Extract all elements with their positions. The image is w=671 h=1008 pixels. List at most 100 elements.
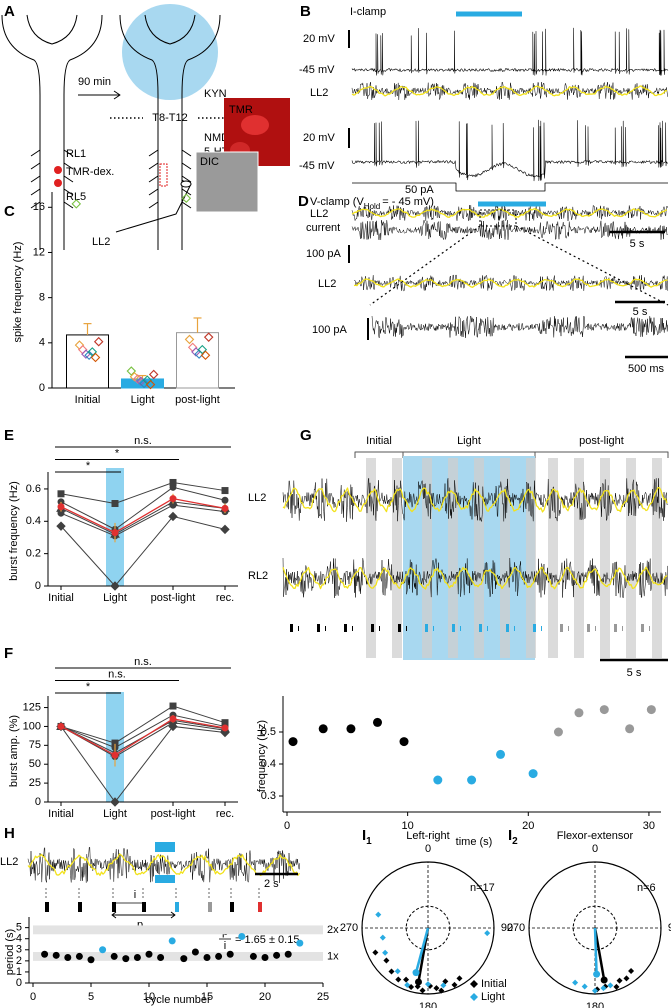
x-tick-label: 20: [522, 820, 534, 832]
phase-bracket: [534, 451, 669, 458]
data-point: [599, 705, 609, 715]
burst-tick: [317, 624, 320, 632]
polar-title: Left-right: [406, 830, 449, 842]
data-point: [600, 985, 607, 992]
burst-tick: [425, 624, 428, 632]
trace: [351, 81, 668, 101]
phase-box: [392, 458, 402, 658]
data-point: [203, 954, 211, 962]
y-axis-label: period (s): [4, 929, 16, 975]
burst-tick: [175, 902, 179, 912]
series-line: [60, 486, 226, 530]
label: RL5: [66, 191, 86, 203]
envelope: [282, 566, 668, 590]
data-point: [399, 737, 409, 747]
x-tick-label: Initial: [48, 592, 74, 604]
nerve-root: [148, 201, 192, 209]
burst-tick: [452, 624, 455, 632]
label: current: [306, 222, 340, 234]
y-axis-label: burst frequency (Hz): [8, 481, 20, 581]
trace: [353, 274, 669, 292]
label: LL2: [310, 208, 328, 220]
data-point: [191, 948, 199, 956]
y-tick-label: 0.3: [261, 790, 276, 802]
burst-tick: [142, 902, 146, 912]
vector-tip: [412, 969, 420, 977]
data-point: [133, 954, 141, 962]
data-point: [122, 955, 130, 963]
trace: [351, 219, 668, 241]
data-point: [572, 979, 579, 986]
y-tick-label: 4: [16, 933, 22, 945]
data-point: [284, 950, 292, 958]
data-point: [157, 954, 165, 962]
data-point: [111, 529, 119, 537]
arrow-head: [113, 90, 121, 100]
series-line: [60, 705, 226, 744]
data-point: [249, 952, 257, 960]
vector-tip: [593, 970, 601, 978]
current-step: [352, 182, 668, 192]
trace: [27, 847, 301, 884]
data-point: [169, 495, 177, 503]
label: T8-T12: [152, 112, 187, 124]
data-point: [221, 496, 229, 504]
n-label: n=17: [470, 882, 495, 894]
data-point: [184, 334, 195, 345]
data-point: [528, 769, 538, 779]
data-point: [440, 982, 447, 989]
data-point: [613, 983, 620, 990]
data-point: [52, 951, 60, 959]
data-point: [646, 705, 656, 715]
band-label: 1x: [327, 950, 339, 962]
phase-box: [500, 458, 510, 658]
comparison-label: n.s.: [134, 435, 152, 447]
tmr-cell: [241, 115, 269, 135]
phase-box: [652, 458, 662, 658]
data-point: [394, 968, 401, 975]
y-tick-label: 50: [29, 758, 41, 770]
label: DIC: [200, 156, 219, 168]
x-tick-label: post-light: [151, 808, 196, 820]
vector-tip: [600, 976, 608, 984]
data-point: [433, 775, 443, 785]
data-point: [168, 721, 178, 732]
data-point: [126, 366, 137, 376]
data-point: [148, 369, 159, 380]
phase-box: [366, 458, 376, 658]
angle-label: 0: [425, 843, 431, 855]
label: -45 mV: [299, 64, 335, 76]
panel-sub: 1: [366, 836, 372, 847]
y-tick-label: 3: [16, 944, 22, 956]
clamp-text: = - 45 mV): [382, 196, 434, 208]
data-point: [84, 350, 94, 361]
panel-label: C: [4, 203, 15, 220]
light-mark: [155, 842, 175, 852]
data-point: [168, 511, 178, 522]
data-point: [57, 722, 65, 730]
x-tick-label: Initial: [48, 808, 74, 820]
mean-vector: [414, 927, 430, 973]
data-point: [425, 981, 431, 988]
label: TMR: [229, 104, 253, 116]
envelope: [353, 278, 668, 288]
label: 500 ms: [628, 363, 665, 375]
burst-tick: [371, 624, 374, 632]
envelope: [351, 85, 668, 97]
angle-label: 90: [501, 922, 513, 934]
x-tick-label: 10: [143, 991, 155, 1003]
label: I-clamp: [350, 6, 386, 18]
phase-label: Light: [457, 435, 481, 447]
burst-tick: [622, 626, 623, 631]
nerve-root: [148, 188, 192, 196]
label: 100 pA: [312, 324, 348, 336]
data-point: [625, 724, 635, 734]
line: [515, 225, 669, 306]
y-tick-label: 4: [39, 337, 45, 349]
y-tick-label: 0.5: [261, 726, 276, 738]
envelope: [27, 853, 301, 877]
data-point: [395, 976, 402, 983]
data-point: [93, 336, 104, 347]
data-point: [221, 504, 229, 512]
nerve-root: [30, 175, 74, 183]
